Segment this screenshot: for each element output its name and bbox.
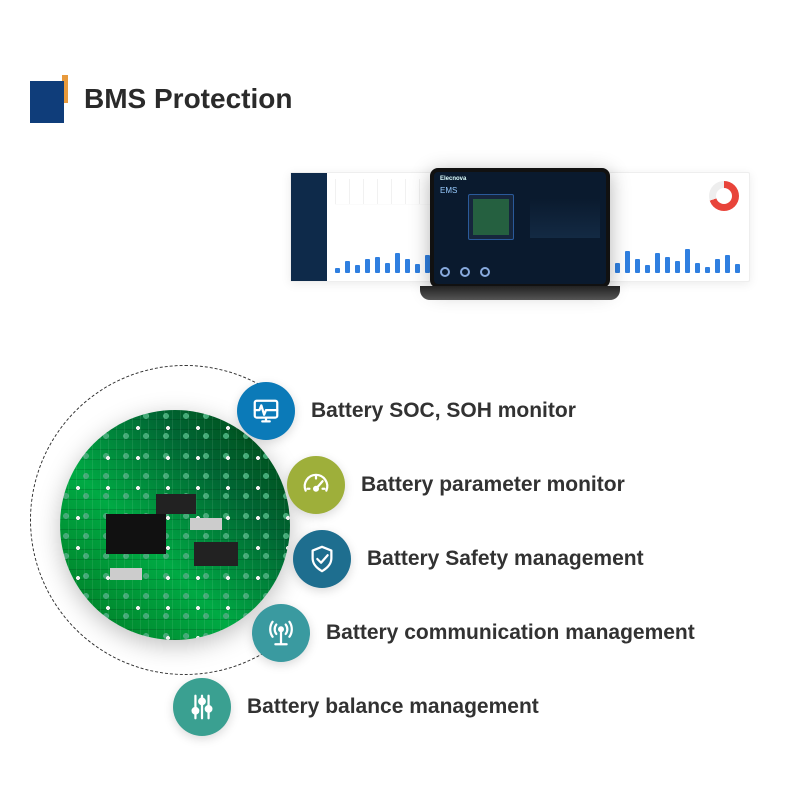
feature-item-comm: Battery communication management: [252, 604, 695, 662]
antenna-icon: [252, 604, 310, 662]
feature-label: Battery balance management: [247, 695, 539, 719]
laptop-mockup: Elecnova EMS: [420, 168, 620, 318]
shield-check-icon: [293, 530, 351, 588]
feature-item-safety: Battery Safety management: [293, 530, 644, 588]
feature-diagram: Battery SOC, SOH monitor Battery paramete…: [30, 360, 670, 760]
section-header: BMS Protection: [30, 75, 292, 123]
sliders-icon: [173, 678, 231, 736]
feature-item-soc-soh: Battery SOC, SOH monitor: [237, 382, 576, 440]
metric-ring-icon: [440, 267, 450, 277]
laptop-screen: Elecnova EMS: [430, 168, 610, 288]
laptop-stats: EMS: [434, 186, 606, 195]
laptop-sparkline: [530, 198, 600, 238]
gauge-icon: [287, 456, 345, 514]
laptop-brand: Elecnova: [434, 172, 606, 186]
feature-label: Battery parameter monitor: [361, 473, 625, 497]
accent-blue: [30, 81, 64, 123]
donut-chart-icon: [709, 181, 739, 211]
page-title: BMS Protection: [84, 83, 292, 115]
monitor-waveform-icon: [237, 382, 295, 440]
dashboard-preview: Elecnova EMS: [290, 168, 750, 328]
laptop-base: [420, 286, 620, 300]
feature-label: Battery communication management: [326, 621, 695, 645]
metric-ring-icon: [480, 267, 490, 277]
laptop-card: [468, 194, 514, 240]
feature-item-balance: Battery balance management: [173, 678, 539, 736]
feature-item-parameter: Battery parameter monitor: [287, 456, 625, 514]
feature-label: Battery SOC, SOH monitor: [311, 399, 576, 423]
feature-label: Battery Safety management: [367, 547, 644, 571]
panel-sidebar: [291, 173, 327, 281]
laptop-metric-row: [440, 264, 600, 280]
metric-ring-icon: [460, 267, 470, 277]
header-accent-block: [30, 75, 68, 123]
